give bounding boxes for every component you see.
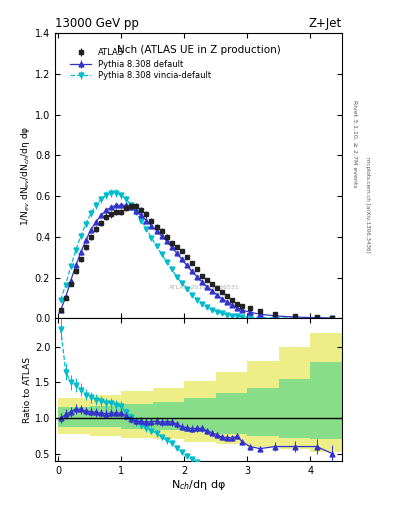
Y-axis label: Ratio to ATLAS: Ratio to ATLAS	[23, 356, 32, 422]
X-axis label: N$_{ch}$/dη dφ: N$_{ch}$/dη dφ	[171, 478, 226, 493]
Text: ATLAS_2019_I1736531: ATLAS_2019_I1736531	[169, 284, 240, 290]
Text: mcplots.cern.ch [arXiv:1306.3436]: mcplots.cern.ch [arXiv:1306.3436]	[365, 157, 371, 252]
Text: Rivet 3.1.10, ≥ 2.7M events: Rivet 3.1.10, ≥ 2.7M events	[352, 99, 357, 187]
Text: Z+Jet: Z+Jet	[309, 17, 342, 30]
Text: Nch (ATLAS UE in Z production): Nch (ATLAS UE in Z production)	[117, 45, 280, 55]
Legend: ATLAS, Pythia 8.308 default, Pythia 8.308 vincia-default: ATLAS, Pythia 8.308 default, Pythia 8.30…	[68, 46, 213, 83]
Y-axis label: 1/N$_{ev}$ dN$_{ev}$/dN$_{ch}$/dη dφ: 1/N$_{ev}$ dN$_{ev}$/dN$_{ch}$/dη dφ	[19, 125, 32, 226]
Text: 13000 GeV pp: 13000 GeV pp	[55, 17, 139, 30]
